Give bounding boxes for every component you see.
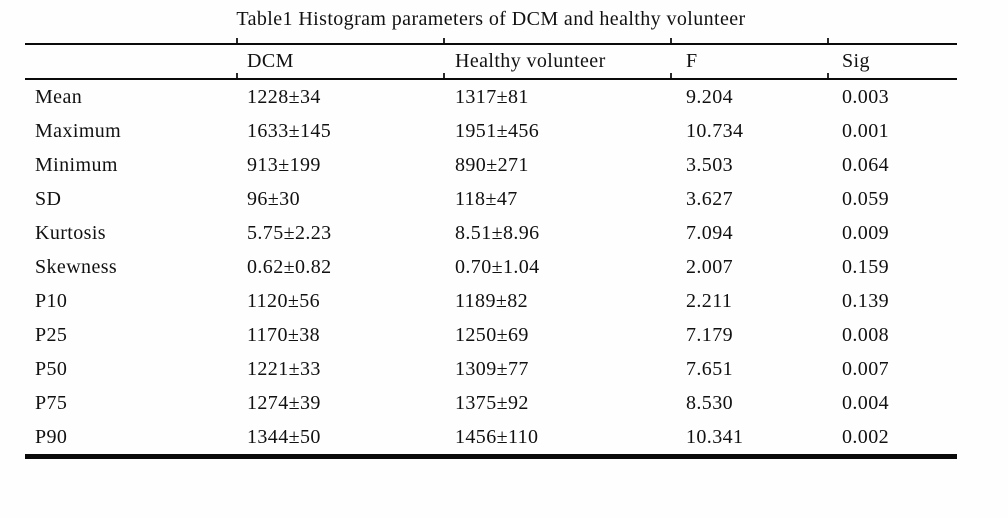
table-cell: 0.139 [842,289,889,312]
column-boundary-tick [236,73,238,78]
table-cell: 8.51±8.96 [455,221,540,244]
table-cell: 1189±82 [455,289,529,312]
table-cell: 913±199 [247,153,321,176]
table-header-row: DCM Healthy volunteer F Sig [25,43,957,80]
table-cell: 0.62±0.82 [247,255,332,278]
table-cell: 0.059 [842,187,889,210]
row-label: P75 [35,391,68,414]
table-cell: 0.159 [842,255,889,278]
header-cell-dcm: DCM [247,50,294,72]
table-cell: 2.211 [686,289,733,312]
row-label: Minimum [35,153,118,176]
table-cell: 0.003 [842,85,889,108]
column-boundary-tick [236,38,238,43]
table-cell: 118±47 [455,187,518,210]
table-cell: 2.007 [686,255,733,278]
table-cell: 1250±69 [455,323,529,346]
histogram-parameters-table: DCM Healthy volunteer F Sig Mean 1228±34 1… [25,43,957,459]
table-row: Maximum 1633±145 1951±456 10.734 0.001 [25,114,957,148]
table-cell: 3.503 [686,153,733,176]
row-label: Mean [35,85,83,108]
table-row: Mean 1228±34 1317±81 9.204 0.003 [25,80,957,114]
row-label: Kurtosis [35,221,106,244]
table-cell: 3.627 [686,187,733,210]
column-boundary-tick [443,73,445,78]
column-boundary-tick [827,73,829,78]
table-cell: 1317±81 [455,85,529,108]
table-cell: 1633±145 [247,119,332,142]
row-label: P50 [35,357,68,380]
table-cell: 1228±34 [247,85,321,108]
table-cell: 96±30 [247,187,300,210]
row-label: P25 [35,323,68,346]
table-cell: 1456±110 [455,425,539,448]
row-label: Maximum [35,119,122,142]
table-title: Table1 Histogram parameters of DCM and h… [236,8,746,30]
table-cell: 1344±50 [247,425,321,448]
table-row: P75 1274±39 1375±92 8.530 0.004 [25,386,957,420]
table-body: Mean 1228±34 1317±81 9.204 0.003 Maximum 1633±… [25,80,957,459]
column-boundary-tick [670,38,672,43]
table-cell: 7.651 [686,357,733,380]
table-cell: 7.094 [686,221,733,244]
table-cell: 1170±38 [247,323,321,346]
table-cell: 0.008 [842,323,889,346]
column-boundary-tick [670,73,672,78]
row-label: SD [35,187,62,210]
table-cell: 5.75±2.23 [247,221,332,244]
table-row: P25 1170±38 1250±69 7.179 0.008 [25,318,957,352]
header-cell-sig: Sig [842,50,870,72]
table-cell: 8.530 [686,391,733,414]
column-boundary-tick [443,38,445,43]
table-cell: 0.007 [842,357,889,380]
table-cell: 1951±456 [455,119,540,142]
header-cell-healthy-volunteer: Healthy volunteer [455,50,606,72]
row-label: P90 [35,425,68,448]
table-cell: 0.001 [842,119,889,142]
table-cell: 0.70±1.04 [455,255,540,278]
table-cell: 1375±92 [455,391,529,414]
column-boundary-tick [827,38,829,43]
table-cell: 0.009 [842,221,889,244]
table-row: P50 1221±33 1309±77 7.651 0.007 [25,352,957,386]
row-label: P10 [35,289,68,312]
table-row: Skewness 0.62±0.82 0.70±1.04 2.007 0.159 [25,250,957,284]
table-cell: 0.064 [842,153,889,176]
table-cell: 0.004 [842,391,889,414]
table-row: P10 1120±56 1189±82 2.211 0.139 [25,284,957,318]
table-cell: 9.204 [686,85,733,108]
table-row: P90 1344±50 1456±110 10.341 0.002 [25,420,957,454]
table-cell: 1309±77 [455,357,529,380]
header-cell-f: F [686,50,698,72]
table-cell: 1274±39 [247,391,321,414]
table-cell: 0.002 [842,425,889,448]
table-row: SD 96±30 118±47 3.627 0.059 [25,182,957,216]
row-label: Skewness [35,255,118,278]
table-cell: 1120±56 [247,289,321,312]
table-cell: 10.341 [686,425,744,448]
table-row: Kurtosis 5.75±2.23 8.51±8.96 7.094 0.009 [25,216,957,250]
table-row: Minimum 913±199 890±271 3.503 0.064 [25,148,957,182]
table-cell: 10.734 [686,119,744,142]
table-cell: 1221±33 [247,357,321,380]
table-cell: 7.179 [686,323,733,346]
table-cell: 890±271 [455,153,529,176]
